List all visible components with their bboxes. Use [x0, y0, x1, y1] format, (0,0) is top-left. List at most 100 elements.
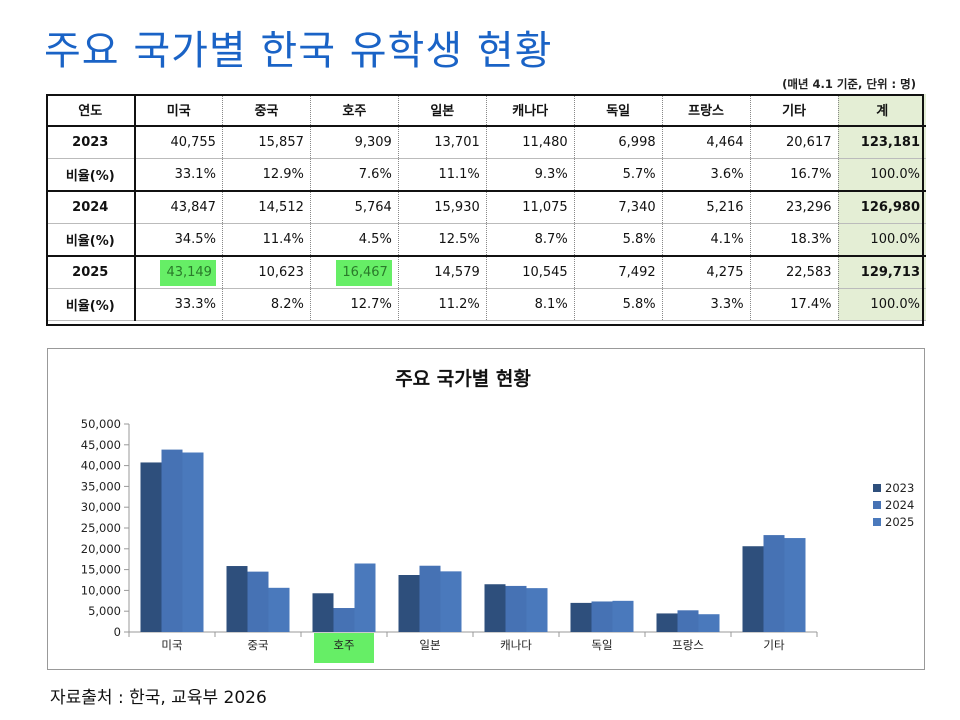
- table-cell: 15,857: [221, 126, 311, 159]
- table-cell: 15,930: [397, 191, 487, 224]
- bar: [312, 593, 334, 632]
- legend-swatch: [873, 501, 881, 509]
- table-row: 2023 40,755 15,857 9,309 13,701 11,480 6…: [46, 126, 926, 159]
- table-cell: 22,583: [749, 256, 838, 289]
- category-highlight: [314, 633, 374, 663]
- table-cell: 11,075: [485, 191, 575, 224]
- table-cell: 14,512: [221, 191, 311, 224]
- chart-panel: 주요 국가별 현황 0 5,000 10,000 15,000 20,000 25,000…: [47, 348, 925, 670]
- table-cell: 3.6%: [661, 158, 751, 192]
- table-cell: 7,340: [573, 191, 663, 224]
- x-tick-label: 미국: [161, 638, 182, 652]
- x-tick-label: 기타: [763, 638, 785, 652]
- bar: [440, 571, 462, 632]
- table-cell-highlighted: 16,467: [309, 256, 399, 289]
- chart-title: 주요 국가별 현황: [395, 367, 531, 390]
- column-header: 연도: [46, 94, 136, 127]
- total-cell: 126,980: [837, 191, 926, 224]
- bar: [570, 602, 592, 632]
- y-tick-label: 25,000: [81, 521, 121, 535]
- total-cell: 100.0%: [837, 288, 926, 321]
- table-cell: 9.3%: [485, 158, 575, 192]
- table-row: 비율(%) 34.5% 11.4% 4.5% 12.5% 8.7% 5.8% 4…: [46, 223, 926, 257]
- legend-label: 2023: [885, 481, 914, 495]
- x-tick-label: 캐나다: [500, 638, 532, 652]
- table-cell: 3.3%: [661, 288, 751, 321]
- table-row: 비율(%) 33.1% 12.9% 7.6% 11.1% 9.3% 5.7% 3…: [46, 158, 926, 192]
- bar-chart: 주요 국가별 현황 0 5,000 10,000 15,000 20,000 25,000…: [81, 367, 914, 663]
- bar: [656, 613, 678, 632]
- table-cell: 17.4%: [749, 288, 838, 321]
- table-cell: 9,309: [309, 126, 399, 159]
- table-cell: 40,755: [134, 126, 223, 159]
- table-cell: 23,296: [749, 191, 838, 224]
- column-header: 미국: [134, 94, 223, 127]
- y-tick-label: 40,000: [81, 459, 121, 473]
- bar: [182, 452, 204, 632]
- table-cell: 10,545: [485, 256, 575, 289]
- legend-label: 2024: [885, 498, 914, 512]
- table-cell: 5.7%: [573, 158, 663, 192]
- bar: [484, 584, 506, 632]
- table-cell: 18.3%: [749, 223, 838, 257]
- y-tick-label: 15,000: [81, 563, 121, 577]
- bar: [161, 449, 183, 632]
- total-cell: 100.0%: [837, 223, 926, 257]
- table-row: 2025 43,149 10,623 16,467 14,579 10,545 …: [46, 256, 926, 289]
- legend-label: 2025: [885, 515, 914, 529]
- table-row: 2024 43,847 14,512 5,764 15,930 11,075 7…: [46, 191, 926, 224]
- table-cell: 43,847: [134, 191, 223, 224]
- table-cell: 11.1%: [397, 158, 487, 192]
- bar: [677, 610, 699, 632]
- table-cell: 7.6%: [309, 158, 399, 192]
- total-cell: 123,181: [837, 126, 926, 159]
- table-cell: 11.2%: [397, 288, 487, 321]
- x-tick-label: 중국: [247, 638, 268, 652]
- table-cell: 13,701: [397, 126, 487, 159]
- column-header: 일본: [397, 94, 487, 127]
- table-cell: 11.4%: [221, 223, 311, 257]
- bar: [419, 565, 441, 632]
- table-cell: 11,480: [485, 126, 575, 159]
- x-tick-label: 호주: [333, 638, 354, 652]
- table-cell: 20,617: [749, 126, 838, 159]
- table-row: 비율(%) 33.3% 8.2% 12.7% 11.2% 8.1% 5.8% 3…: [46, 288, 926, 321]
- table-cell: 5,216: [661, 191, 751, 224]
- bar: [354, 563, 376, 632]
- table-cell: 4.5%: [309, 223, 399, 257]
- table-cell: 4,275: [661, 256, 751, 289]
- table-cell: 14,579: [397, 256, 487, 289]
- table-cell: 8.1%: [485, 288, 575, 321]
- table-cell: 4,464: [661, 126, 751, 159]
- source-note: 자료출처 : 한국, 교육부 2026: [50, 688, 267, 708]
- row-label: 2024: [46, 191, 136, 224]
- table-cell: 34.5%: [134, 223, 223, 257]
- page-title: 주요 국가별 한국 유학생 현황: [44, 28, 553, 74]
- x-tick-label: 독일: [591, 638, 612, 652]
- stats-table: 연도 미국 중국 호주 일본 캐나다 독일 프랑스 기타 계 2023 40,7…: [46, 94, 926, 321]
- highlighted-value: 43,149: [160, 260, 216, 286]
- bar: [526, 588, 548, 632]
- legend-swatch: [873, 518, 881, 526]
- x-tick-label: 프랑스: [672, 638, 704, 652]
- x-tick-label: 일본: [419, 638, 440, 652]
- y-tick-label: 5,000: [88, 604, 121, 618]
- table-header-row: 연도 미국 중국 호주 일본 캐나다 독일 프랑스 기타 계: [46, 94, 926, 127]
- bar: [398, 575, 420, 632]
- total-cell: 129,713: [837, 256, 926, 289]
- column-header: 프랑스: [661, 94, 751, 127]
- bar: [591, 601, 613, 632]
- y-tick-label: 45,000: [81, 438, 121, 452]
- y-tick-label: 50,000: [81, 417, 121, 431]
- column-header: 기타: [749, 94, 838, 127]
- row-label: 비율(%): [46, 158, 136, 192]
- bar: [505, 585, 527, 632]
- bar: [612, 600, 634, 632]
- table-cell: 4.1%: [661, 223, 751, 257]
- y-tick-label: 0: [114, 625, 121, 639]
- bar: [763, 535, 785, 632]
- table-cell-highlighted: 43,149: [134, 256, 223, 289]
- table-cell: 16.7%: [749, 158, 838, 192]
- table-cell: 8.2%: [221, 288, 311, 321]
- unit-note: (매년 4.1 기준, 단위 : 명): [782, 77, 916, 91]
